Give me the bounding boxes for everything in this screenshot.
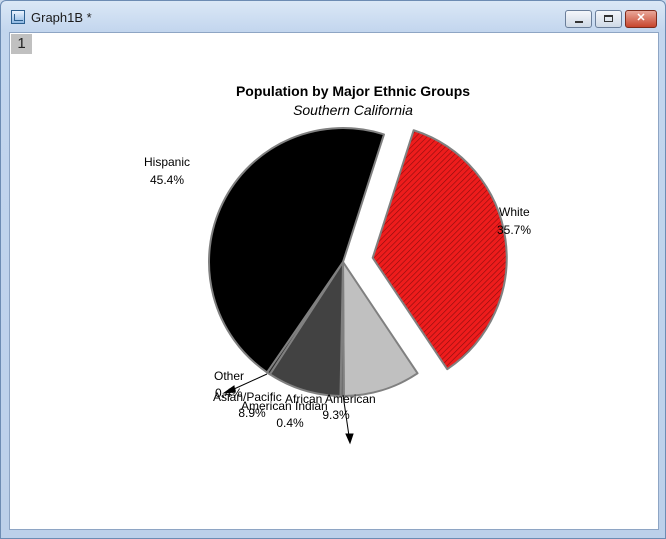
label-african-american: African American — [285, 392, 376, 406]
leader-arrow-american-indian — [345, 433, 354, 445]
layer-indicator[interactable]: 1 — [11, 34, 32, 54]
label-hispanic: Hispanic — [144, 155, 190, 169]
chart-title: Population by Major Ethnic Groups — [236, 83, 470, 99]
leader-line-american-indian — [342, 394, 350, 437]
graph-page[interactable]: 1 Population by Major Ethnic Groups Sout… — [9, 32, 659, 530]
pie-chart[interactable]: Population by Major Ethnic Groups Southe… — [10, 33, 658, 529]
percent-asian-pacific: 8.9% — [238, 406, 266, 420]
maximize-button[interactable] — [595, 10, 622, 28]
slice-white[interactable] — [371, 129, 508, 371]
slice-hispanic[interactable] — [208, 127, 385, 374]
percent-white: 35.7% — [497, 223, 531, 237]
label-american-indian: American Indian — [241, 399, 328, 413]
title-bar[interactable]: Graph1B * ✕ — [1, 1, 665, 33]
label-asian-pacific: Asian/Pacific — [213, 390, 282, 404]
label-other: Other — [214, 369, 244, 383]
percent-african-american: 9.3% — [322, 408, 350, 422]
leader-line-other — [233, 373, 268, 390]
graph-window-icon[interactable] — [11, 10, 25, 24]
percent-american-indian: 0.4% — [276, 416, 304, 430]
label-white: White — [499, 205, 530, 219]
minimize-button[interactable] — [565, 10, 592, 28]
slice-african-american[interactable] — [342, 261, 419, 397]
percent-other: 0.4% — [215, 386, 243, 400]
leader-arrow-other — [222, 385, 236, 394]
percent-hispanic: 45.4% — [150, 173, 184, 187]
window-title: Graph1B * — [31, 10, 92, 25]
chart-subtitle: Southern California — [293, 102, 413, 118]
pie-slices — [208, 127, 508, 397]
close-button[interactable]: ✕ — [625, 10, 657, 28]
leader-lines — [222, 373, 354, 445]
